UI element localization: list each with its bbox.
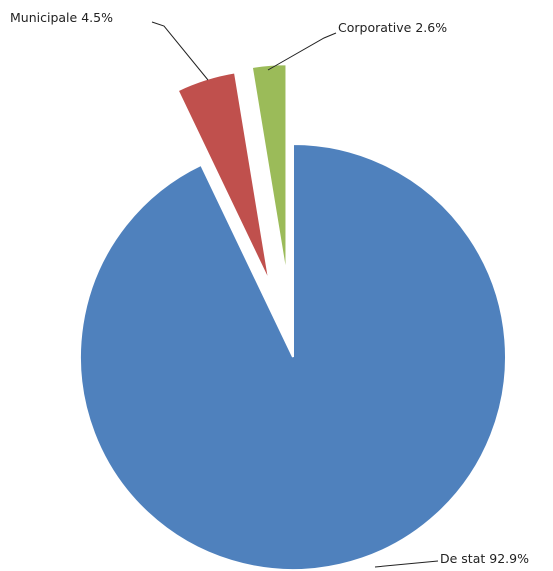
- slice-name: De stat: [440, 551, 485, 566]
- slice-name: Municipale: [10, 10, 78, 25]
- pie-slice: [250, 63, 288, 278]
- slice-label: Municipale 4.5%: [10, 10, 113, 25]
- pie-slice: [176, 71, 271, 284]
- labels: De stat 92.9% Municipale 4.5% Corporative …: [10, 10, 529, 568]
- slice-value: 92.9%: [489, 551, 529, 566]
- pie-slice: [79, 142, 507, 571]
- pie: [79, 63, 507, 571]
- slice-label: Corporative 2.6%: [338, 20, 447, 35]
- slice-label: De stat 92.9%: [440, 551, 529, 566]
- leader-line: [374, 560, 439, 568]
- leader-line: [151, 21, 209, 81]
- slice-value: 4.5%: [81, 10, 113, 25]
- slice-value: 2.6%: [415, 20, 447, 35]
- leader-line: [267, 32, 337, 71]
- slice-name: Corporative: [338, 20, 412, 35]
